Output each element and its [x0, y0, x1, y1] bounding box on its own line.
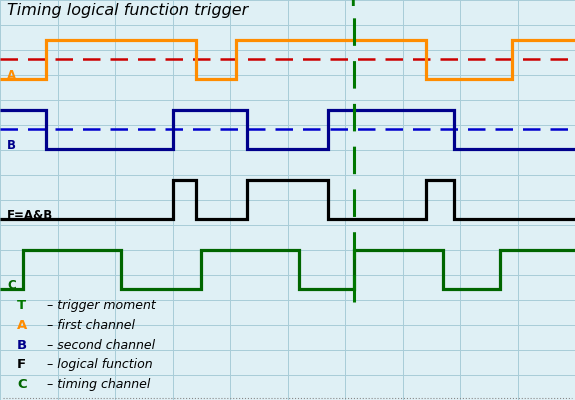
Text: T: T: [348, 0, 359, 9]
Text: A: A: [17, 319, 28, 332]
Text: C: C: [17, 378, 27, 391]
Text: F=A&B: F=A&B: [7, 209, 53, 222]
Text: B: B: [17, 339, 28, 352]
Text: – logical function: – logical function: [43, 358, 153, 371]
Text: – first channel: – first channel: [43, 319, 135, 332]
Text: – trigger moment: – trigger moment: [43, 300, 156, 312]
Text: Timing logical function trigger: Timing logical function trigger: [7, 3, 248, 18]
Text: A: A: [7, 69, 16, 82]
Text: T: T: [17, 300, 26, 312]
Text: B: B: [7, 139, 16, 152]
Text: F: F: [17, 358, 26, 371]
Text: C: C: [7, 279, 16, 292]
Text: – timing channel: – timing channel: [43, 378, 151, 391]
Text: – second channel: – second channel: [43, 339, 155, 352]
